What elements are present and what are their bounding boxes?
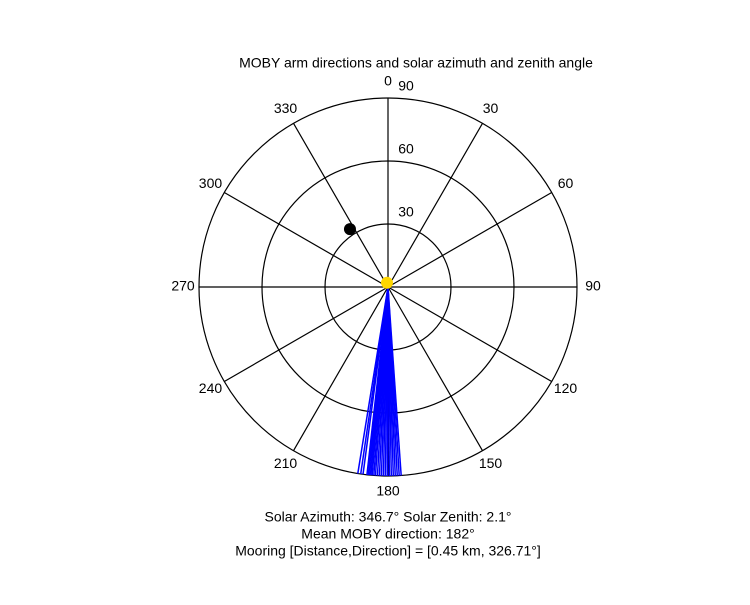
theta-tick-label: 270 (171, 278, 195, 294)
spoke (387, 286, 484, 451)
spoke (292, 123, 389, 288)
theta-tick-label: 300 (199, 175, 223, 191)
theta-tick-label: 330 (274, 100, 298, 116)
theta-tick-label: 60 (558, 175, 574, 191)
annotation: Solar Azimuth: 346.7° Solar Zenith: 2.1° (265, 509, 512, 525)
annotation: Mooring [Distance,Direction] = [0.45 km,… (235, 543, 541, 559)
arm-direction (387, 286, 402, 476)
theta-tick-label: 180 (376, 483, 400, 499)
theta-tick-label: 240 (199, 380, 223, 396)
r-tick-label: 60 (398, 141, 414, 157)
point (380, 276, 393, 289)
spoke (387, 286, 552, 383)
r-tick-label: 30 (398, 204, 414, 220)
theta-tick-label: 0 (384, 73, 392, 89)
r-tick-label: 90 (398, 78, 414, 94)
theta-tick-label: 120 (554, 380, 578, 396)
theta-tick-label: 90 (585, 278, 601, 294)
point (343, 223, 356, 236)
annotation: Mean MOBY direction: 182° (301, 526, 474, 542)
spoke (224, 191, 389, 288)
spoke (387, 191, 552, 288)
spoke (224, 286, 389, 383)
theta-tick-label: 150 (479, 455, 503, 471)
theta-tick-label: 210 (274, 455, 298, 471)
theta-tick-label: 30 (483, 100, 499, 116)
chart-title: MOBY arm directions and solar azimuth an… (239, 55, 593, 71)
spoke (292, 286, 389, 451)
spoke (387, 123, 484, 288)
